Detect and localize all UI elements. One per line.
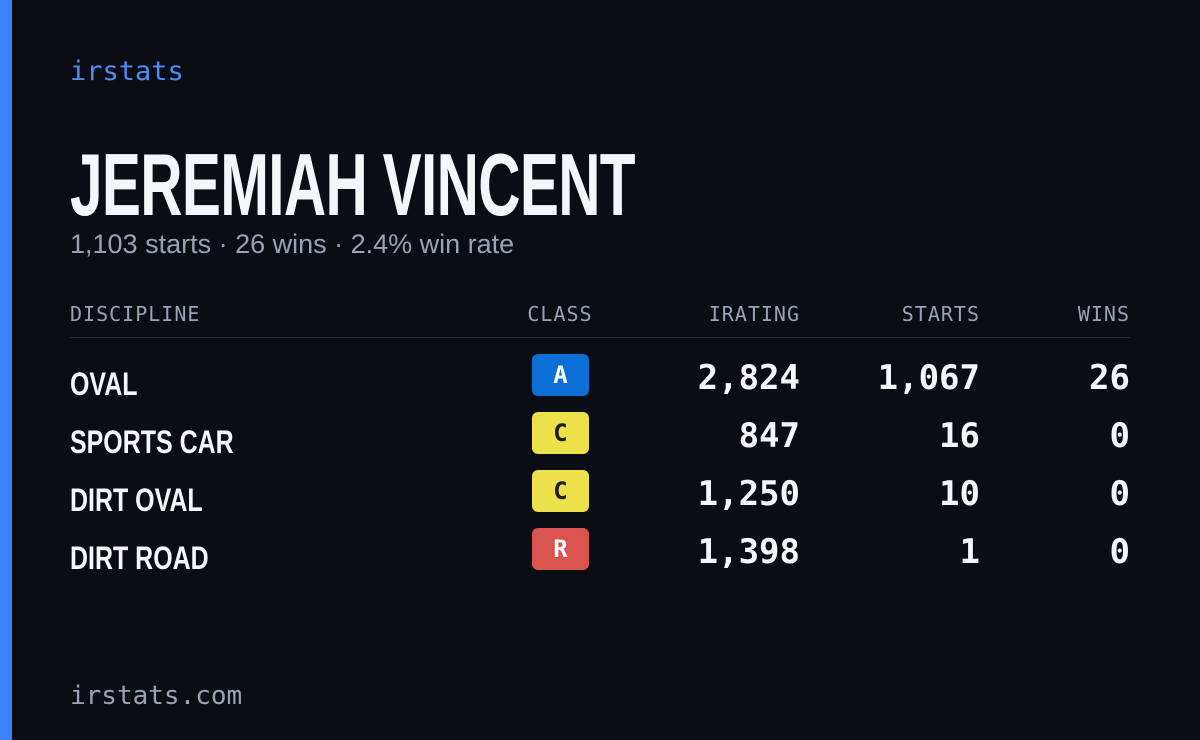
starts: 16 <box>939 416 980 456</box>
discipline: SPORTS CAR <box>70 424 234 460</box>
wins: 0 <box>1109 474 1130 514</box>
discipline: OVAL <box>70 366 138 402</box>
starts: 10 <box>939 474 980 514</box>
starts: 1,067 <box>877 358 980 398</box>
class-badge: A <box>532 354 589 396</box>
accent-bar <box>0 0 12 740</box>
irating: 1,398 <box>697 532 800 572</box>
discipline: DIRT OVAL <box>70 482 203 518</box>
summary: 1,103 starts · 26 wins · 2.4% win rate <box>70 229 515 259</box>
class-badge: C <box>532 470 589 512</box>
wins: 0 <box>1109 532 1130 572</box>
column-header: IRATING <box>708 302 800 326</box>
column-header: STARTS <box>901 302 980 326</box>
column-header: DISCIPLINE <box>70 302 201 326</box>
starts: 1 <box>959 532 980 572</box>
footer-site: irstats.com <box>70 681 243 711</box>
discipline: DIRT ROAD <box>70 540 209 576</box>
irating: 2,824 <box>697 358 800 398</box>
class-badge: R <box>532 528 589 570</box>
column-header: CLASS <box>527 302 593 326</box>
column-header: WINS <box>1077 302 1130 326</box>
irating: 1,250 <box>697 474 800 514</box>
wins: 26 <box>1089 358 1130 398</box>
player-name: JEREMIAH VINCENT <box>70 135 636 234</box>
irating: 847 <box>738 416 800 456</box>
class-badge: C <box>532 412 589 454</box>
wins: 0 <box>1109 416 1130 456</box>
divider <box>70 337 1130 338</box>
brand: irstats <box>70 56 184 87</box>
